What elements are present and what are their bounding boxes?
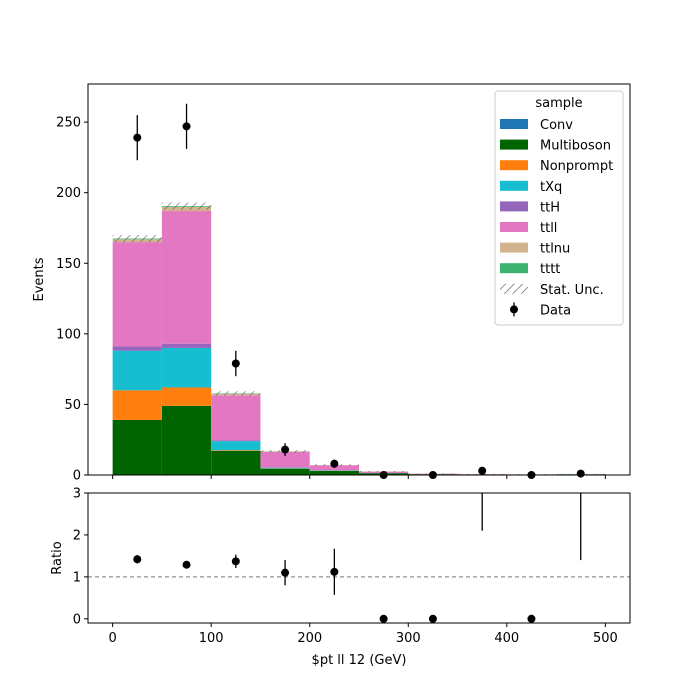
ratio-point-4 xyxy=(330,567,339,576)
legend-label-conv: Conv xyxy=(540,118,573,133)
bar-ttll-1 xyxy=(161,211,212,344)
legend-swatch-tth xyxy=(500,201,528,212)
data-point-0 xyxy=(133,133,142,142)
data-point-7 xyxy=(478,466,487,475)
bar-nonprompt-1 xyxy=(161,387,212,406)
x-axis-label: $pt ll 12 (GeV) xyxy=(312,653,407,668)
legend-title: sample xyxy=(535,96,582,111)
ratio-xtick-label-3: 300 xyxy=(396,631,421,646)
legend-swatch-tttt xyxy=(500,263,528,274)
legend-label-nonprompt: Nonprompt xyxy=(540,159,613,174)
ratio-xtick-label-4: 400 xyxy=(494,631,519,646)
data-point-9 xyxy=(576,469,585,478)
ratio-xtick-label-2: 200 xyxy=(297,631,322,646)
ratio-ytick-label-1: 1 xyxy=(73,570,81,585)
main-axes-frame xyxy=(87,83,631,476)
legend-label-multiboson: Multiboson xyxy=(540,139,611,154)
legend-label-ttlnu: ttlnu xyxy=(540,242,570,257)
bar-tth-1 xyxy=(161,343,212,348)
ratio-point-2 xyxy=(231,557,240,566)
main-ytick-label-0: 0 xyxy=(73,469,81,484)
bar-txq-2 xyxy=(211,441,261,451)
ratio-y-axis-label: Ratio xyxy=(50,541,65,574)
main-ytick-label-2: 100 xyxy=(56,327,81,342)
ratio-point-5 xyxy=(379,614,388,623)
legend-label-ttll: ttll xyxy=(540,221,557,236)
ratio-ytick-label-0: 0 xyxy=(73,612,81,627)
legend-swatch-multiboson xyxy=(500,139,528,150)
legend-data-marker xyxy=(510,305,518,314)
ratio-ytick-label-2: 2 xyxy=(73,528,81,543)
legend-label-tth: ttH xyxy=(540,200,560,215)
legend: sample Conv Multiboson Nonprompt tXq ttH ttll t… xyxy=(494,90,624,326)
stat-unc-band-1 xyxy=(161,202,212,210)
legend-label-data: Data xyxy=(540,303,571,318)
bar-multiboson-1 xyxy=(161,405,212,475)
bar-multiboson-0 xyxy=(112,419,162,475)
bar-nonprompt-0 xyxy=(112,390,162,420)
main-panel: 0 50 100 150 200 250 Events xyxy=(32,83,631,484)
ratio-point-3 xyxy=(281,568,290,577)
ratio-xtick-label-5: 500 xyxy=(593,631,618,646)
ratio-point-1 xyxy=(182,560,191,569)
bar-nonprompt-2 xyxy=(211,450,261,452)
stat-unc-band-2 xyxy=(211,391,261,396)
main-ytick-label-5: 250 xyxy=(56,116,81,131)
bar-txq-0 xyxy=(112,350,162,391)
legend-label-txq: tXq xyxy=(540,180,562,195)
data-point-3 xyxy=(281,445,290,454)
legend-label-stat-unc: Stat. Unc. xyxy=(540,283,604,298)
bar-multiboson-4 xyxy=(309,470,359,475)
ratio-xtick-label-0: 0 xyxy=(108,631,116,646)
bar-multiboson-2 xyxy=(211,451,261,475)
bar-txq-1 xyxy=(161,347,212,388)
data-point-1 xyxy=(182,122,191,131)
legend-swatch-nonprompt xyxy=(500,160,528,171)
ratio-point-8 xyxy=(527,614,536,623)
bar-tth-0 xyxy=(112,346,162,351)
ratio-axes-frame xyxy=(87,492,631,624)
data-point-2 xyxy=(231,359,240,368)
bar-ttll-0 xyxy=(112,242,162,347)
main-ytick-label-3: 150 xyxy=(56,257,81,272)
main-ytick-label-1: 50 xyxy=(64,398,81,413)
legend-swatch-ttlnu xyxy=(500,242,528,253)
legend-swatch-txq xyxy=(500,180,528,191)
ratio-point-6 xyxy=(428,614,437,623)
stat-unc-band-0 xyxy=(112,235,162,243)
legend-label-tttt: tttt xyxy=(540,262,560,277)
bar-tth-2 xyxy=(211,440,261,442)
ratio-panel: 0 1 2 3 0 100 200 300 400 500 Ratio $pt ll 12 (GeV) xyxy=(50,487,631,668)
bar-txq-3 xyxy=(260,467,310,469)
legend-swatch-conv xyxy=(500,119,528,129)
data-point-4 xyxy=(330,459,339,468)
legend-swatch-stat-unc xyxy=(500,283,528,294)
bar-ttll-3 xyxy=(260,451,310,468)
bar-ttll-2 xyxy=(211,395,261,441)
ratio-ytick-label-3: 3 xyxy=(73,487,81,502)
ratio-xtick-label-1: 100 xyxy=(199,631,224,646)
main-y-axis-label: Events xyxy=(32,257,47,301)
legend-swatch-ttll xyxy=(500,222,528,232)
bar-multiboson-3 xyxy=(260,468,310,475)
main-ytick-label-4: 200 xyxy=(56,186,81,201)
ratio-point-0 xyxy=(133,555,142,564)
